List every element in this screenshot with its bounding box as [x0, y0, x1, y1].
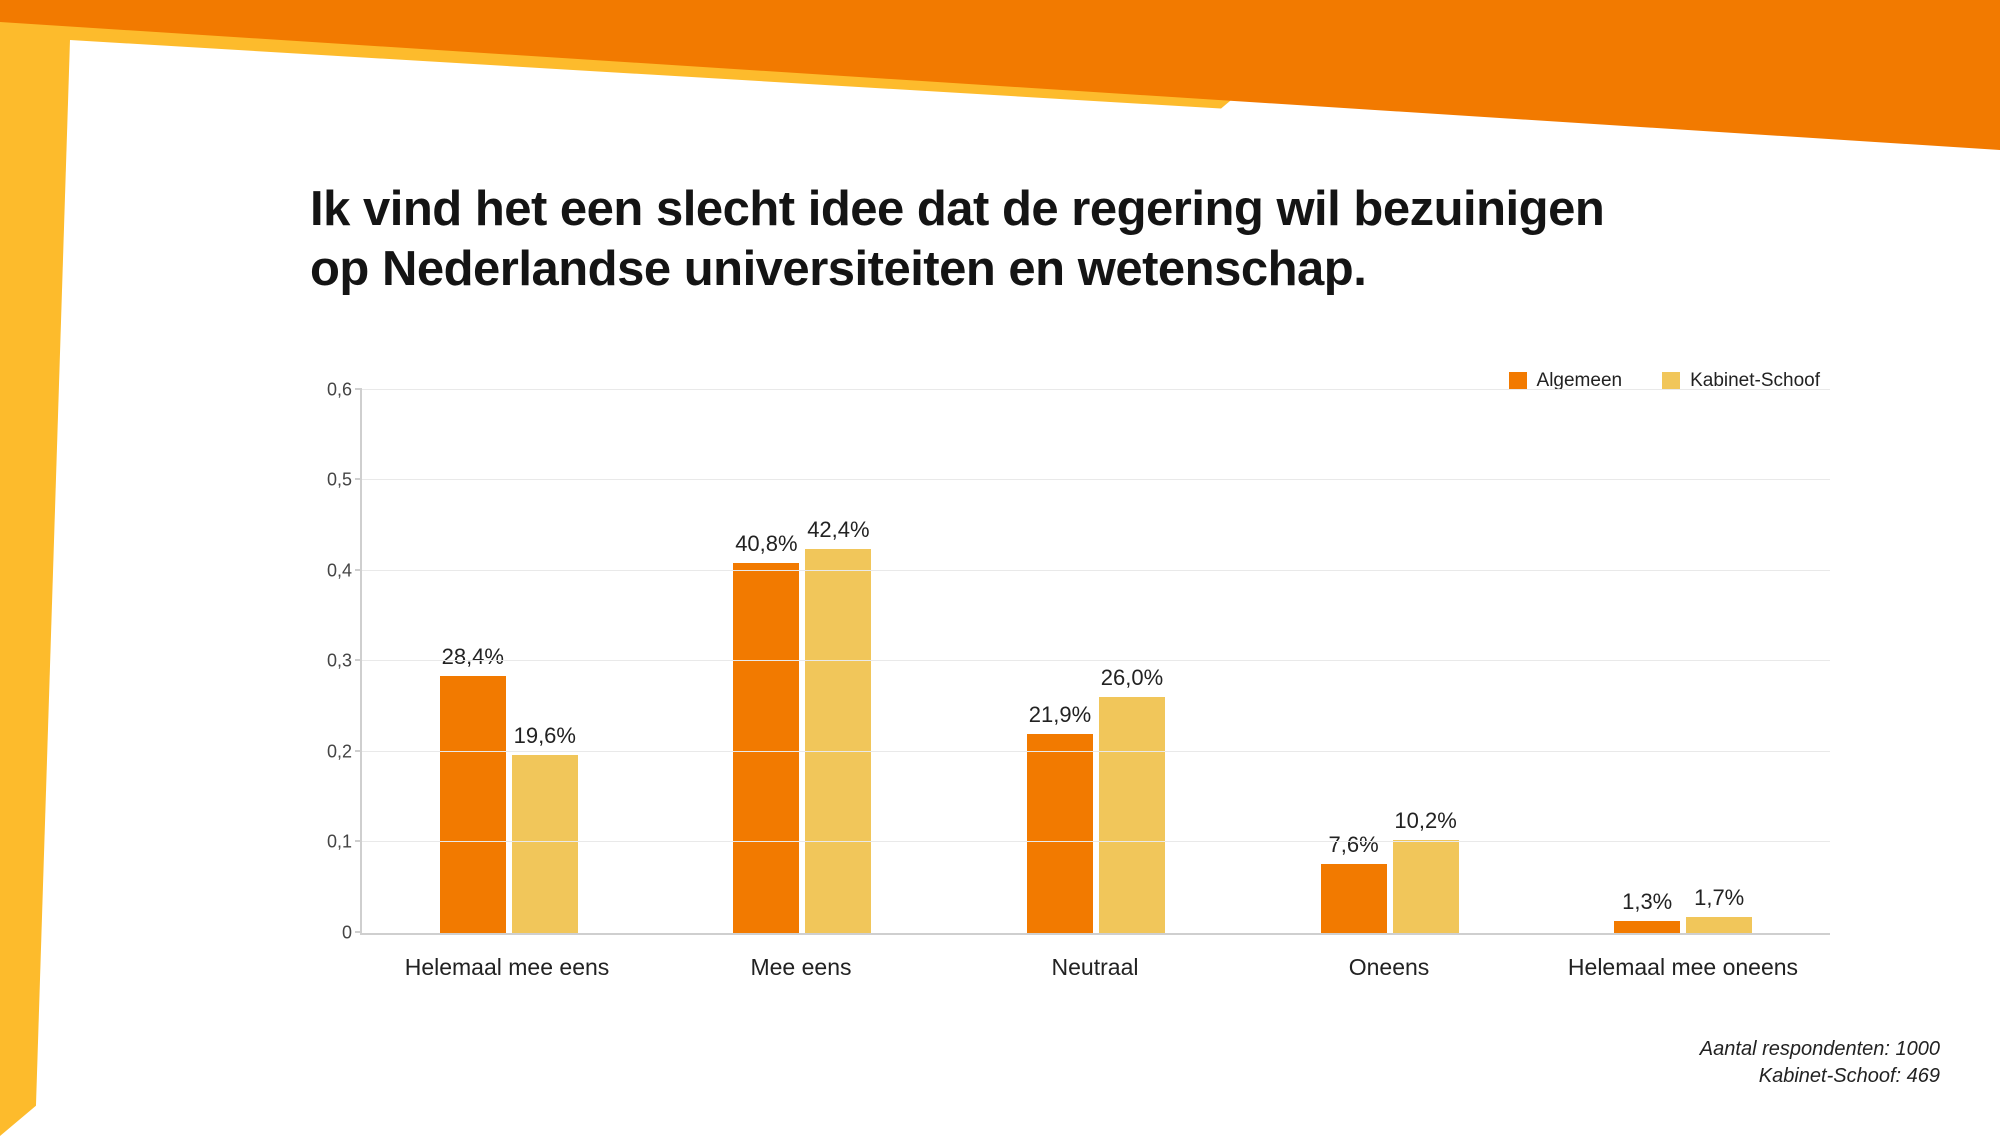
y-tick-label: 0,5 — [307, 470, 352, 491]
y-tick-label: 0,4 — [307, 560, 352, 581]
y-tick-label: 0,1 — [307, 832, 352, 853]
bar: 1,7% — [1686, 917, 1752, 932]
bar: 19,6% — [512, 755, 578, 932]
x-axis-labels: Helemaal mee eensMee eensNeutraalOneensH… — [360, 940, 1830, 1000]
y-tick-label: 0,3 — [307, 651, 352, 672]
bar-value-label: 42,4% — [807, 517, 869, 543]
bar-group: 21,9%26,0% — [949, 390, 1243, 933]
x-axis-label: Helemaal mee oneens — [1536, 940, 1830, 1000]
bar-value-label: 21,9% — [1029, 702, 1091, 728]
footnote-line: Kabinet-Schoof: 469 — [1700, 1063, 1940, 1090]
chart-title: Ik vind het een slecht idee dat de reger… — [310, 180, 1660, 300]
legend-swatch — [1509, 372, 1527, 390]
bar-value-label: 1,7% — [1694, 885, 1744, 911]
grid-line — [362, 389, 1830, 390]
y-tick-label: 0,6 — [307, 379, 352, 400]
grid-line — [362, 479, 1830, 480]
y-tick-label: 0,2 — [307, 741, 352, 762]
bar-value-label: 7,6% — [1329, 832, 1379, 858]
bar: 21,9% — [1027, 734, 1093, 932]
bar: 42,4% — [805, 549, 871, 933]
content-area: Ik vind het een slecht idee dat de reger… — [0, 0, 2000, 1136]
y-tick-label: 0 — [307, 922, 352, 943]
x-axis-label: Mee eens — [654, 940, 948, 1000]
footnote-line: Aantal respondenten: 1000 — [1700, 1036, 1940, 1063]
bar: 28,4% — [440, 676, 506, 933]
y-tick-mark — [355, 750, 362, 752]
footnote: Aantal respondenten: 1000 Kabinet-Schoof… — [1700, 1036, 1940, 1090]
bar-value-label: 40,8% — [735, 531, 797, 557]
bar-value-label: 1,3% — [1622, 889, 1672, 915]
plot-area: 28,4%19,6%40,8%42,4%21,9%26,0%7,6%10,2%1… — [360, 390, 1830, 935]
bar-value-label: 28,4% — [442, 644, 504, 670]
grid-line — [362, 570, 1830, 571]
bar-group: 7,6%10,2% — [1243, 390, 1537, 933]
slide-stage: Ik vind het een slecht idee dat de reger… — [0, 0, 2000, 1136]
bar: 26,0% — [1099, 697, 1165, 932]
bar: 7,6% — [1321, 864, 1387, 933]
x-axis-label: Oneens — [1242, 940, 1536, 1000]
grid-line — [362, 660, 1830, 661]
bar-value-label: 10,2% — [1394, 808, 1456, 834]
grid-line — [362, 751, 1830, 752]
bar: 10,2% — [1393, 840, 1459, 932]
bar-groups: 28,4%19,6%40,8%42,4%21,9%26,0%7,6%10,2%1… — [362, 390, 1830, 933]
x-axis-label: Neutraal — [948, 940, 1242, 1000]
y-tick-mark — [355, 478, 362, 480]
bar-group: 28,4%19,6% — [362, 390, 656, 933]
grid-line — [362, 841, 1830, 842]
bar: 1,3% — [1614, 921, 1680, 933]
y-tick-mark — [355, 388, 362, 390]
y-tick-mark — [355, 931, 362, 933]
bar: 40,8% — [733, 563, 799, 932]
y-tick-mark — [355, 840, 362, 842]
bar-value-label: 19,6% — [514, 723, 576, 749]
bar-value-label: 26,0% — [1101, 665, 1163, 691]
bar-group: 1,3% 1,7% — [1536, 390, 1830, 933]
x-axis-label: Helemaal mee eens — [360, 940, 654, 1000]
bar-group: 40,8%42,4% — [656, 390, 950, 933]
bar-chart: Algemeen Kabinet-Schoof 28,4%19,6%40,8%4… — [310, 370, 1840, 1000]
y-tick-mark — [355, 659, 362, 661]
legend-swatch — [1662, 372, 1680, 390]
y-tick-mark — [355, 569, 362, 571]
